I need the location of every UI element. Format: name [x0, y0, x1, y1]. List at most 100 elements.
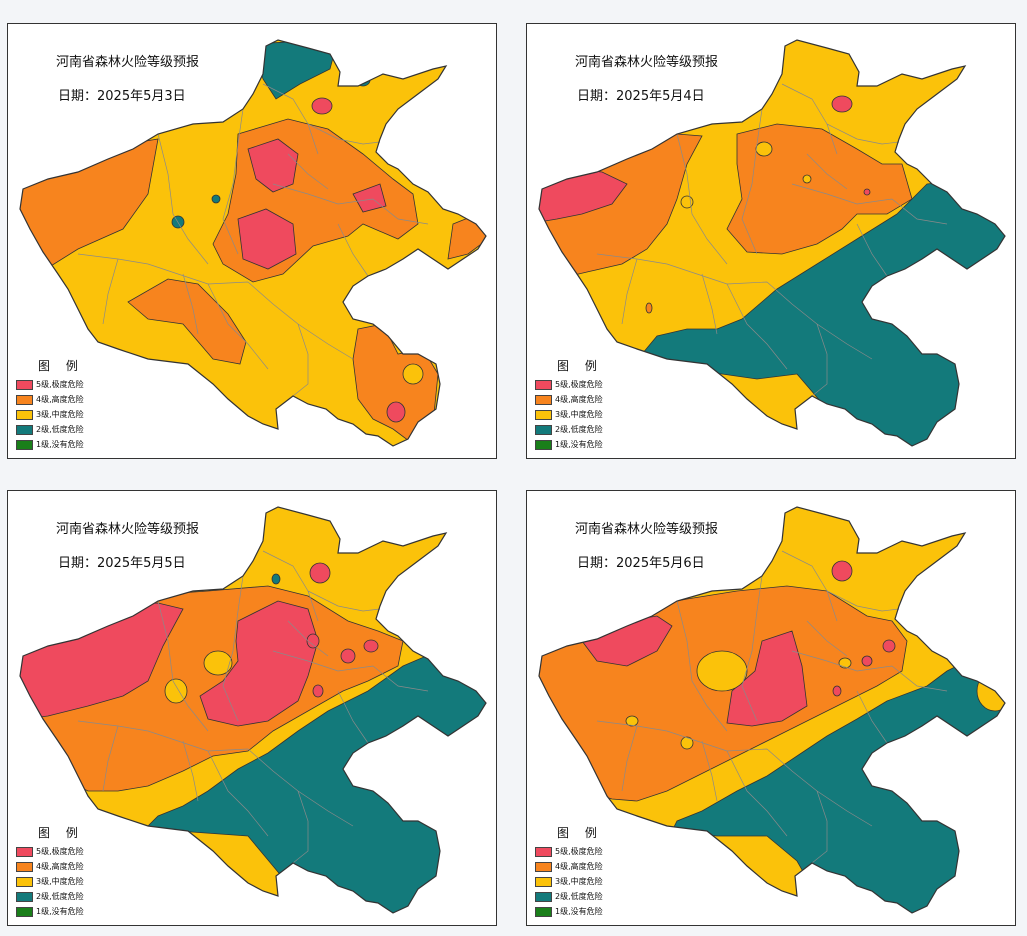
map-date: 日期：2025年5月4日 — [577, 89, 705, 104]
risk-zone-level5 — [199, 600, 319, 727]
legend-item-level2: 2级,低度危险 — [16, 889, 84, 904]
legend-item-level1: 1级,没有危险 — [535, 437, 603, 452]
legend-title: 图 例 — [557, 826, 603, 840]
legend-swatch — [535, 876, 552, 887]
henan-map-may5 — [19, 506, 487, 914]
legend-item-level5: 5级,极度危险 — [16, 377, 84, 392]
legend-swatch — [535, 424, 552, 435]
risk-zone-level3 — [402, 363, 424, 385]
legend: 5级,极度危险 4级,高度危险 3级,中度危险 2级,低度危险 1级,没有危险 — [535, 377, 603, 452]
risk-zone-level5 — [363, 639, 379, 653]
legend-label: 1级,没有危险 — [555, 440, 603, 449]
province-outline — [538, 506, 1006, 914]
map-date: 日期：2025年5月5日 — [58, 556, 186, 571]
map-date: 日期：2025年5月6日 — [577, 556, 705, 571]
legend-swatch — [16, 906, 33, 917]
fire-risk-map-may4: 河南省森林火险等级预报 日期：2025年5月4日 图 例 5级,极度危险 4级,… — [526, 23, 1016, 459]
legend-item-level4: 4级,高度危险 — [16, 392, 84, 407]
risk-zone-level5 — [311, 97, 333, 115]
risk-zone-level5 — [306, 633, 320, 649]
legend-label: 2级,低度危险 — [36, 425, 84, 434]
legend-item-level3: 3级,中度危险 — [535, 874, 603, 889]
legend-label: 3级,中度危险 — [36, 877, 84, 886]
legend-swatch — [16, 439, 33, 450]
legend-swatch — [535, 409, 552, 420]
map-date: 日期：2025年5月3日 — [58, 89, 186, 104]
legend-swatch — [535, 906, 552, 917]
fire-risk-map-may5: 河南省森林火险等级预报 日期：2025年5月5日 图 例 5级,极度危险 4级,… — [7, 490, 497, 926]
legend-swatch — [16, 409, 33, 420]
map-title: 河南省森林火险等级预报 — [56, 522, 200, 537]
risk-zone-level2 — [211, 194, 221, 204]
map-title: 河南省森林火险等级预报 — [56, 55, 200, 70]
risk-zone-level5 — [247, 138, 299, 193]
legend-swatch — [535, 861, 552, 872]
legend-label: 3级,中度危险 — [555, 877, 603, 886]
legend-label: 3级,中度危险 — [36, 410, 84, 419]
map-title: 河南省森林火险等级预报 — [575, 522, 719, 537]
risk-zone-level3 — [625, 715, 639, 727]
henan-map-may3 — [19, 39, 487, 447]
risk-zone-level4 — [726, 123, 913, 255]
legend-label: 2级,低度危险 — [555, 425, 603, 434]
legend-label: 1级,没有危险 — [36, 907, 84, 916]
legend-label: 2级,低度危险 — [36, 892, 84, 901]
legend-label: 5级,极度危险 — [36, 380, 84, 389]
legend-label: 5级,极度危险 — [36, 847, 84, 856]
legend-swatch — [16, 424, 33, 435]
risk-zone-level3 — [755, 141, 773, 157]
legend-item-level4: 4级,高度危险 — [16, 859, 84, 874]
legend-item-level4: 4级,高度危险 — [535, 859, 603, 874]
legend-swatch — [16, 394, 33, 405]
county-boundaries — [77, 550, 429, 864]
legend-swatch — [16, 379, 33, 390]
legend-label: 1级,没有危险 — [36, 440, 84, 449]
risk-zone-level3 — [838, 657, 852, 669]
map-title: 河南省森林火险等级预报 — [575, 55, 719, 70]
legend-item-level1: 1级,没有危险 — [16, 437, 84, 452]
risk-zone-level5 — [863, 188, 871, 196]
province-outline — [19, 506, 487, 914]
legend-title: 图 例 — [38, 359, 84, 373]
legend-item-level3: 3级,中度危险 — [16, 407, 84, 422]
legend-swatch — [535, 846, 552, 857]
fire-risk-map-may3: 河南省森林火险等级预报 日期：2025年5月3日 图 例 5级,极度危险 4级,… — [7, 23, 497, 459]
legend-swatch — [16, 891, 33, 902]
legend-label: 4级,高度危险 — [36, 862, 84, 871]
risk-zone-level5 — [309, 562, 331, 584]
legend-label: 5级,极度危险 — [555, 847, 603, 856]
legend-item-level1: 1级,没有危险 — [535, 904, 603, 919]
fire-risk-map-may6: 河南省森林火险等级预报 日期：2025年5月6日 图 例 5级,极度危险 4级,… — [526, 490, 1016, 926]
henan-map-may4 — [538, 39, 1006, 447]
risk-zone-level3 — [164, 678, 188, 704]
legend-swatch — [535, 379, 552, 390]
legend-item-level4: 4级,高度危险 — [535, 392, 603, 407]
risk-zone-level3 — [203, 650, 233, 676]
risk-zone-level4 — [127, 278, 247, 365]
legend-label: 3级,中度危险 — [555, 410, 603, 419]
province-outline — [19, 39, 487, 447]
province-outline — [538, 39, 1006, 447]
risk-zone-level5 — [832, 685, 842, 697]
legend-label: 5级,极度危险 — [555, 380, 603, 389]
legend-swatch — [16, 861, 33, 872]
risk-zone-level5 — [831, 560, 853, 582]
risk-zone-level5 — [237, 208, 297, 270]
risk-zone-level5 — [861, 655, 873, 667]
legend-item-level5: 5级,极度危险 — [535, 377, 603, 392]
legend: 5级,极度危险 4级,高度危险 3级,中度危险 2级,低度危险 1级,没有危险 — [16, 377, 84, 452]
county-boundaries — [596, 550, 948, 864]
risk-zone-level5 — [386, 401, 406, 423]
legend: 5级,极度危险 4级,高度危险 3级,中度危险 2级,低度危险 1级,没有危险 — [535, 844, 603, 919]
legend-item-level3: 3级,中度危险 — [16, 874, 84, 889]
risk-zone-level2 — [147, 645, 486, 913]
risk-zone-level4 — [645, 302, 653, 314]
legend-label: 4级,高度危险 — [36, 395, 84, 404]
henan-map-may6 — [538, 506, 1006, 914]
legend: 5级,极度危险 4级,高度危险 3级,中度危险 2级,低度危险 1级,没有危险 — [16, 844, 84, 919]
risk-zone-level2 — [252, 40, 339, 100]
legend-item-level2: 2级,低度危险 — [535, 422, 603, 437]
risk-zone-level3 — [680, 736, 694, 750]
legend-item-level2: 2级,低度危险 — [535, 889, 603, 904]
legend-title: 图 例 — [38, 826, 84, 840]
